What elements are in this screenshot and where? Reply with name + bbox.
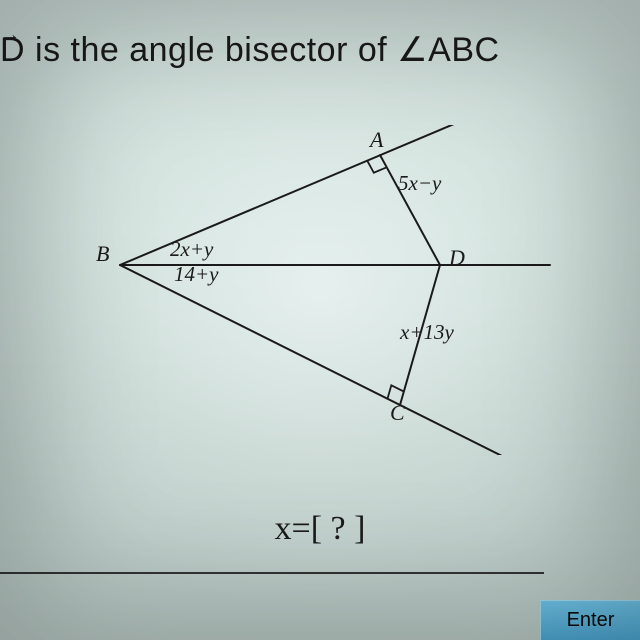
point-label-c: C [390,400,405,426]
expr-top-inner: 2x+y [170,237,213,262]
point-label-d: D [449,245,465,271]
enter-button[interactable]: Enter [540,600,640,640]
expr-bottom-inner: 14+y [174,262,219,287]
geometry-diagram: A B C D 2x+y 14+y 5x−y x+13y [100,125,560,455]
ray-arrow: → [0,24,21,47]
horizontal-rule [0,572,544,574]
point-label-a: A [370,127,383,153]
diagram-svg [100,125,560,455]
answer-prompt: x=[ ? ] [0,510,640,548]
expr-ad: 5x−y [398,171,441,196]
statement-text: is the angle bisector of ∠ABC [25,31,499,69]
problem-statement: → D is the angle bisector of ∠ABC [0,30,500,70]
expr-dc: x+13y [400,320,454,345]
point-label-b: B [96,241,109,267]
enter-button-label: Enter [567,609,615,632]
